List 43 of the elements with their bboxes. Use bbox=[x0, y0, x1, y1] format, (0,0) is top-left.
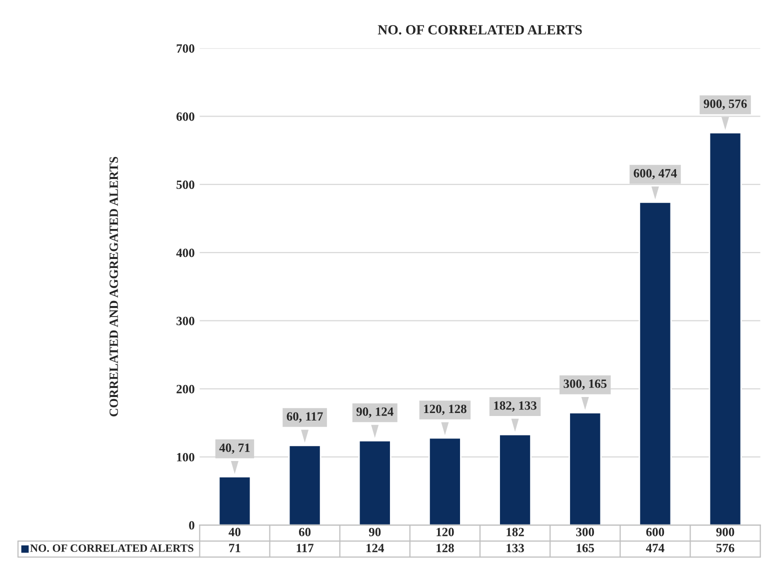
annotation: 182, 133 bbox=[494, 401, 536, 412]
y-tick-label: 0 bbox=[189, 521, 194, 530]
bar bbox=[708, 132, 742, 526]
bar bbox=[218, 476, 252, 526]
legend-label: NO. OF CORRELATED ALERTS bbox=[30, 544, 194, 552]
x-tick-label: 900 bbox=[716, 528, 734, 536]
x-tick-label: 600 bbox=[646, 528, 664, 536]
annotation: 60, 117 bbox=[286, 412, 323, 422]
bar bbox=[498, 434, 532, 526]
data-label: 133 bbox=[506, 544, 524, 552]
bar bbox=[568, 412, 602, 526]
annotation: 90, 124 bbox=[356, 407, 394, 418]
bar bbox=[638, 202, 672, 526]
y-tick-label: 400 bbox=[176, 248, 194, 258]
annotation: 900, 576 bbox=[704, 100, 747, 110]
data-label: 117 bbox=[296, 544, 314, 552]
x-tick-label: 90 bbox=[368, 528, 381, 536]
data-label: 124 bbox=[366, 544, 384, 552]
y-tick-label: 100 bbox=[177, 453, 194, 462]
y-tick-label: 600 bbox=[176, 112, 194, 121]
x-tick-label: 60 bbox=[298, 528, 311, 536]
y-tick-label: 500 bbox=[176, 180, 194, 189]
data-label: 474 bbox=[646, 544, 664, 552]
chart-title: NO. OF CORRELATED ALERTS bbox=[378, 25, 582, 35]
data-label: 576 bbox=[716, 544, 734, 552]
y-tick-label: 300 bbox=[176, 316, 194, 326]
x-tick-label: 40 bbox=[228, 528, 240, 536]
x-tick-label: 182 bbox=[506, 528, 524, 536]
y-tick-label: 200 bbox=[176, 384, 194, 394]
annotation: 300, 165 bbox=[564, 380, 607, 390]
annotation: 120, 128 bbox=[424, 404, 466, 415]
bar bbox=[428, 437, 462, 526]
x-tick-label: 120 bbox=[436, 528, 454, 536]
bar bbox=[358, 440, 392, 526]
data-label: 165 bbox=[576, 544, 594, 552]
data-label: 71 bbox=[229, 544, 240, 552]
bar bbox=[288, 444, 322, 526]
y-axis-title: CORRELATED AND AGGREGATED ALERTS bbox=[110, 156, 118, 416]
data-label: 128 bbox=[436, 544, 454, 552]
annotation: 600, 474 bbox=[634, 169, 677, 180]
y-tick-label: 700 bbox=[176, 44, 194, 53]
x-tick-label: 300 bbox=[576, 528, 594, 536]
annotation: 40, 71 bbox=[219, 444, 250, 454]
